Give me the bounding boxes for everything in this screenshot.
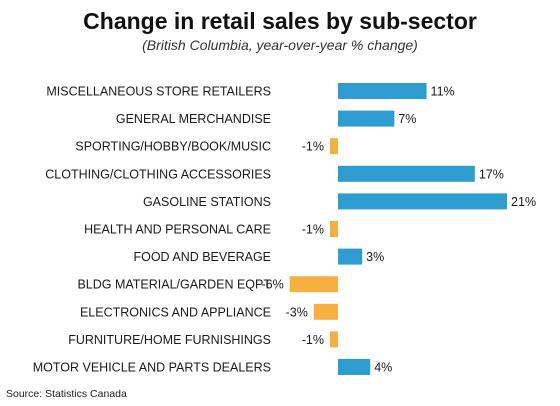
data-label: 4% <box>374 361 392 375</box>
data-label: 17% <box>479 167 504 181</box>
category-labels: MISCELLANEOUS STORE RETAILERS GENERAL MER… <box>33 85 272 375</box>
data-label: -1% <box>302 140 324 154</box>
source-note: Source: Statistics Canada <box>6 388 127 400</box>
bar <box>338 83 427 99</box>
bar <box>338 165 475 182</box>
bar <box>289 276 338 293</box>
category-label: ELECTRONICS AND APPLIANCE <box>80 305 271 319</box>
data-label: 7% <box>398 112 416 126</box>
data-label: -1% <box>302 223 324 237</box>
bar <box>338 359 371 375</box>
bars <box>289 83 508 375</box>
data-label: 3% <box>366 250 384 264</box>
chart-subtitle: (British Columbia, year-over-year % chan… <box>142 37 418 53</box>
data-label: -6% <box>261 278 283 292</box>
category-label: FOOD AND BEVERAGE <box>133 250 271 264</box>
value-labels: 11% 7% -1% 17% 21% -1% 3% -6%-3% -1% 4% <box>261 85 536 375</box>
bar <box>313 303 338 320</box>
bar <box>338 110 395 127</box>
data-label: -3% <box>286 305 308 319</box>
category-label: MISCELLANEOUS STORE RETAILERS <box>46 85 271 99</box>
data-label: 21% <box>511 195 536 209</box>
category-label: BLDG MATERIAL/GARDEN EQPT <box>77 278 271 292</box>
category-label: MOTOR VEHICLE AND PARTS DEALERS <box>33 361 271 375</box>
data-label: 11% <box>431 85 455 99</box>
category-label: CLOTHING/CLOTHING ACCESSORIES <box>45 167 271 181</box>
chart-title: Change in retail sales by sub-sector <box>83 8 477 34</box>
bar <box>329 331 338 348</box>
bar <box>338 248 363 265</box>
category-label: HEALTH AND PERSONAL CARE <box>84 223 271 237</box>
bar <box>338 193 508 210</box>
bar <box>329 221 338 237</box>
category-label: GASOLINE STATIONS <box>143 195 271 209</box>
category-label: FURNITURE/HOME FURNISHINGS <box>68 333 271 347</box>
bar <box>329 138 338 155</box>
data-label: -1% <box>302 333 324 347</box>
category-label: SPORTING/HOBBY/BOOK/MUSIC <box>75 140 271 154</box>
category-label: GENERAL MERCHANDISE <box>116 112 271 126</box>
